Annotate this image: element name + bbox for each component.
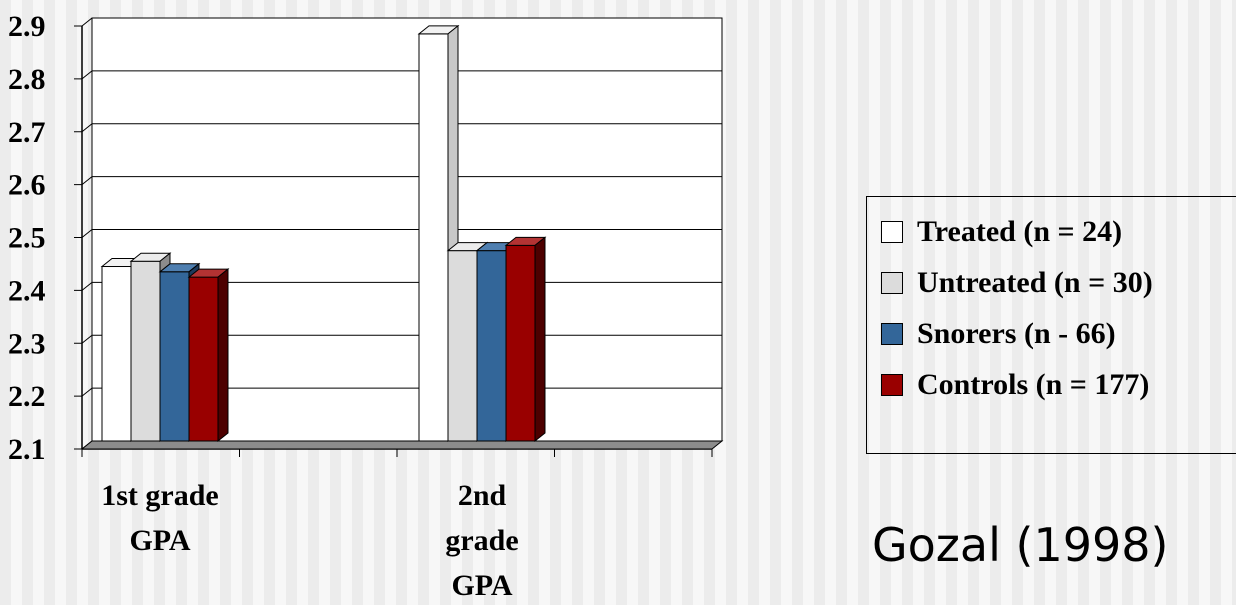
y-tick-label: 2.2 [8, 380, 46, 413]
gridline-side [81, 70, 93, 80]
bar [130, 260, 161, 442]
bar [418, 33, 449, 442]
bar-side [534, 236, 546, 443]
legend-label: Controls (n = 177) [917, 368, 1150, 401]
legend: Treated (n = 24) Untreated (n = 30) Snor… [866, 196, 1236, 454]
floor-slab [80, 440, 724, 450]
gridline-side [81, 176, 93, 186]
y-tick-labels: 2.1 2.2 2.3 2.4 2.5 2.6 2.7 2.8 2.9 [8, 10, 46, 466]
bar [505, 244, 536, 442]
x-category-label: GPA [451, 569, 512, 602]
gridline-side [81, 17, 93, 27]
x-category-labels: 1st grade GPA 2nd grade GPA [101, 479, 518, 602]
legend-item-controls: Controls (n = 177) [881, 365, 1149, 405]
y-tick-label: 2.4 [8, 274, 46, 307]
x-category-label: 1st grade [101, 479, 218, 512]
legend-item-snorers: Snorers (n - 66) [881, 314, 1116, 354]
legend-label: Treated (n = 24) [917, 215, 1123, 248]
citation-text: Gozal (1998) [872, 518, 1169, 572]
gridline-side [81, 229, 93, 238]
legend-label: Snorers (n - 66) [917, 317, 1116, 350]
y-tick-label: 2.9 [8, 10, 46, 43]
legend-item-untreated: Untreated (n = 30) [881, 263, 1153, 303]
legend-swatch [881, 323, 903, 345]
chart-floor [80, 440, 724, 450]
legend-swatch [881, 221, 903, 243]
y-tick-label: 2.1 [8, 433, 46, 466]
bar [101, 266, 132, 442]
x-category-label: GPA [129, 524, 190, 557]
y-tick-label: 2.5 [8, 222, 46, 255]
gridline-side [81, 387, 93, 397]
y-tick-label: 2.7 [8, 116, 46, 149]
legend-swatch [881, 374, 903, 396]
bar-side [217, 268, 229, 443]
bars [100, 24, 547, 443]
gridline-side [81, 334, 93, 344]
gridline-side [81, 281, 93, 291]
y-tick-label: 2.3 [8, 327, 46, 360]
gridline-side [81, 123, 93, 133]
x-category-label: grade [445, 524, 518, 557]
bar [159, 271, 190, 442]
bar [476, 250, 507, 442]
bar [447, 250, 478, 442]
legend-item-treated: Treated (n = 24) [881, 212, 1122, 252]
legend-swatch [881, 272, 903, 294]
y-tick-label: 2.6 [8, 169, 46, 202]
y-tick-label: 2.8 [8, 63, 46, 96]
bar [188, 276, 219, 442]
legend-label: Untreated (n = 30) [917, 266, 1153, 299]
bar-chart: 2.1 2.2 2.3 2.4 2.5 2.6 2.7 2.8 2.9 1st grade GPA… [8, 10, 724, 602]
x-category-label: 2nd [458, 479, 507, 512]
